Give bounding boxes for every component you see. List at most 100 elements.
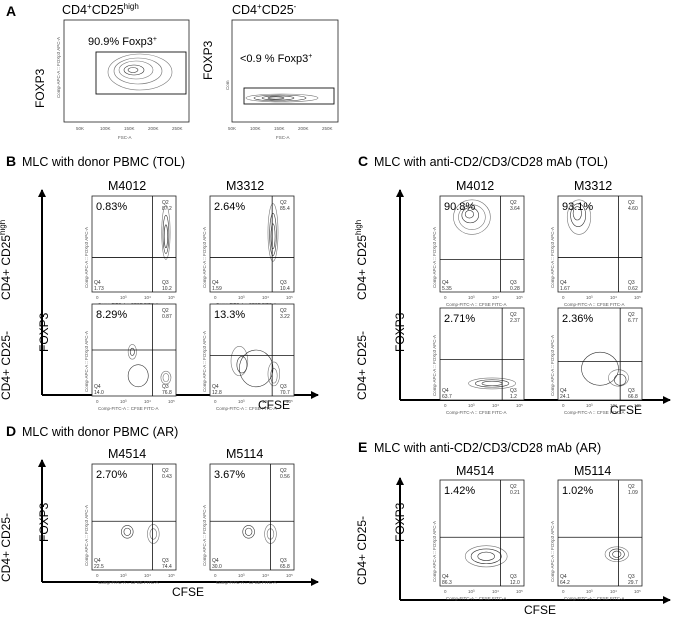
panel-d-plot-m5114-yaxis-small: Comp-APC-A :: FOXp3 APC-A [202,505,207,566]
panel-c-plot-m3312-bottom-q3-name: Q3 [628,388,635,394]
panel-e-plot-m5114-yaxis-small: Comp-APC-A :: FOXp3 APC-A [550,521,555,582]
panel-d-plot-m4514-contour [147,524,160,544]
panel-e-plot-m5114-q2-value: 1.09 [628,490,638,496]
panel-b-xaxis: CFSE [258,398,290,412]
panel-d-letter: D [6,423,16,439]
panel-a-plot-2-xtick: 100K [250,126,261,131]
panel-a-plot-1-yaxis-small: Comp-APC-A :: FOXp3 APC-A [56,37,61,98]
panel-b-plot-m4012-bottom-percent: 8.29% [96,309,127,321]
panel-d-plot-m4514-percent: 2.70% [96,469,127,481]
panel-e-plot-m4514-contour [464,545,508,568]
panel-a-plot-2-yaxis-small: Com [225,80,230,90]
panel-b-title: MLC with donor PBMC (TOL) [22,155,185,169]
panel-c-plot-m4012-bottom-q4-value: 63.7 [442,394,452,400]
panel-a-plot-2-gate-label: <0.9 % Foxp3+ [240,53,312,65]
panel-b-plot-m4012-bottom-q4-name: Q4 [94,384,101,390]
panel-e-plot-m5114-xtick: 10³ [586,589,593,594]
panel-e-plot-m4514-q4-name: Q4 [442,574,449,580]
panel-a-plot-1-xtick: 200K [148,126,159,131]
panel-e-yaxis: FOXP3 [393,502,407,542]
panel-b-plot-m4012-top-xtick: 10³ [120,295,127,300]
panel-b-plot-m3312-top-xtick: 10⁴ [262,295,269,300]
panel-d-plot-m4514-xaxis-small: Comp-FITC-A :: CFSE FITC-A [98,580,159,585]
panel-b-plot-m3312-top-q2-name: Q2 [280,200,287,206]
panel-c-plot-m3312-top-q2-value: 4.60 [628,206,638,212]
panel-c-plot-m3312-top-xtick: 0 [562,295,565,300]
panel-b-plot-m4012-bottom-contour [162,373,170,383]
panel-e-plot-m5114-q4-value: 64.2 [560,580,570,586]
panel-e-plot-m5114-contour [608,548,625,560]
panel-c-plot-m3312-top-xaxis-small: Comp-FITC-A :: CFSE FITC-A [564,302,625,307]
panel-b-plot-m3312-top-q3-value: 10.4 [280,286,290,292]
panel-b-plot-m4012-top-xtick: 0 [96,295,99,300]
panel-c-yaxis: FOXP3 [393,312,407,352]
panel-d-plot-m5114-percent: 3.67% [214,469,245,481]
panel-d-plot-m5114-q3-name: Q3 [280,558,287,564]
panel-b-plot-m3312-top-contour [269,212,277,256]
panel-d-plot-m4514-q2-value: 0.43 [162,474,172,480]
panel-a-plot-2-xtick: 150K [274,126,285,131]
panel-d-xaxis: CFSE [172,585,204,599]
panel-c-plot-m4012-bottom-yaxis-small: Comp-APC-A :: FOXp3 APC-A [432,335,437,396]
panel-b-plot-m4012-top-q3-name: Q3 [162,280,169,286]
panel-b-plot-m4012-bottom-q2-name: Q2 [162,308,169,314]
panel-b-plot-m3312-bottom-xtick: 10³ [238,399,245,404]
panel-e-plot-m4514-frame [439,479,525,587]
panel-b-plot-m3312-top-q4-value: 1.59 [212,286,222,292]
panel-e-plot-m4514-xtick: 0 [444,589,447,594]
panel-c-plot-m4012-top-contour [464,210,474,219]
panel-c-plot-m4012-bottom-xtick: 10³ [468,403,475,408]
panel-e-plot-m5114-xtick: 0 [562,589,565,594]
panel-b-plot-m3312-bottom-q4-name: Q4 [212,384,219,390]
panel-d-yaxis: FOXP3 [37,502,51,542]
panel-c-plot-m3312-top-xtick: 10³ [586,295,593,300]
panel-c-plot-m4012-top-contour [453,199,491,235]
panel-d-plot-m4514-xtick: 10⁵ [168,573,175,578]
panel-d-plot-m4514-q2-name: Q2 [162,468,169,474]
panel-c-plot-m4012-top-q4-name: Q4 [442,280,449,286]
panel-d-plot-m5114-xtick: 10⁴ [262,573,269,578]
panel-c-plot-m3312-top-percent: 93.1% [562,201,593,213]
panel-a-plot-1: CD4+CD25high 90.9% Foxp3+ FOXP3 Comp-APC… [33,2,190,140]
panel-e-col-1: M4514 [456,464,494,478]
panel-c-plot-m4012-top-yaxis-small: Comp-APC-A :: FOXp3 APC-A [432,227,437,288]
panel-c-plot-m4012-bottom-xtick: 10⁴ [492,403,499,408]
panel-b-plot-m3312-bottom-contour [230,346,249,377]
panel-b-plot-m4012-bottom-contour [127,364,149,388]
panel-b-plot-m3312-top-q4-name: Q4 [212,280,219,286]
panel-c-plot-m4012-top-q3-name: Q3 [510,280,517,286]
panel-b-plot-m3312-bottom-yaxis-small: Comp-APC-A :: FOXp3 APC-A [202,331,207,392]
panel-b-plot-m4012-top-q2-value: 87.2 [162,206,172,212]
panel-b-plot-m4012-top-contour [163,224,168,249]
panel-c-plot-m3312-top-q3-name: Q3 [628,280,635,286]
panel-b-row-2-label: CD4+ CD25- [0,331,13,400]
panel-c-plot-m4012-bottom-xaxis-small: Comp-FITC-A :: CFSE FITC-A [446,410,507,415]
panel-b-plot-m3312-top-yaxis-small: Comp-APC-A :: FOXp3 APC-A [202,227,207,288]
panel-d-plot-m5114-q3-value: 65.8 [280,564,290,570]
panel-e-plot-m4514-xtick: 10³ [468,589,475,594]
panel-b-plot-m4012-bottom-q4-value: 14.0 [94,390,104,396]
panel-b-plot-m4012-top-q4-name: Q4 [94,280,101,286]
panel-b-plot-m3312-bottom-q3-name: Q3 [280,384,287,390]
panel-b-plot-m4012-bottom-xtick: 10⁵ [168,399,175,404]
panel-d-plot-m5114-xtick: 0 [214,573,217,578]
panel-b-plot-m4012-bottom-contour [160,370,172,385]
panel-d-plot-m4514-contour [149,528,157,540]
panel-e-row-1-label: CD4+ CD25- [355,516,369,585]
panel-b-yaxis: FOXP3 [37,312,51,352]
panel-b-plot-m3312-bottom-q2-value: 3.22 [280,314,290,320]
panel-e-plot-m5114-contour [612,550,622,558]
panel-c-plot-m3312-top-xtick: 10⁵ [634,295,641,300]
panel-c-plot-m3312-top-contour [570,203,587,228]
panel-e-plot-m4514-contour [477,551,495,561]
panel-d-plot-m5114-xtick: 10⁵ [286,573,293,578]
panel-e-plot-m4514-q2-name: Q2 [510,484,517,490]
panel-c-col-2: M3312 [574,179,612,193]
panel-a-plot-2-xaxis-small: FSC-A [276,135,290,140]
panel-d-plot-m5114-xaxis-small: Comp-FITC-A :: CFSE FITC-A [216,580,277,585]
panel-b-plot-m3312-top-contour [270,223,276,250]
panel-c-plot-m3312-bottom-percent: 2.36% [562,313,593,325]
panel-e-plot-m5114-frame [557,479,643,587]
